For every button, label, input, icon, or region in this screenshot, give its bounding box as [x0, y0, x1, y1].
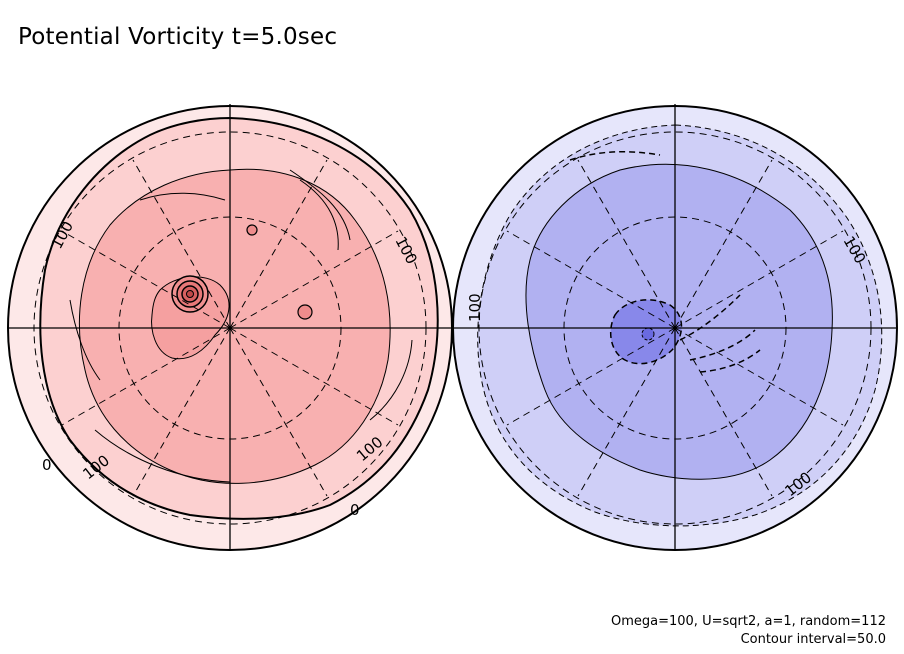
north-vortex	[171, 275, 209, 313]
pole-axes	[8, 104, 897, 550]
north-small-vortex	[246, 224, 258, 236]
chart-title: Potential Vorticity t=5.0sec	[18, 24, 338, 50]
north-filament	[69, 169, 413, 483]
north-fill-inner	[78, 168, 391, 484]
south-hemisphere-panel	[452, 105, 898, 551]
parameters-note: Omega=100, U=sqrt2, a=1, random=112	[610, 614, 886, 629]
south-vortex-center	[641, 327, 655, 341]
contour-label: 0	[350, 501, 360, 519]
north-small-vortex	[297, 304, 313, 320]
north-fill-core	[151, 276, 230, 360]
south-filament	[569, 150, 761, 373]
contour-label: 100	[466, 293, 484, 322]
contour-interval-note: Contour interval=50.0	[740, 632, 886, 647]
contour-label: 0	[42, 456, 52, 474]
